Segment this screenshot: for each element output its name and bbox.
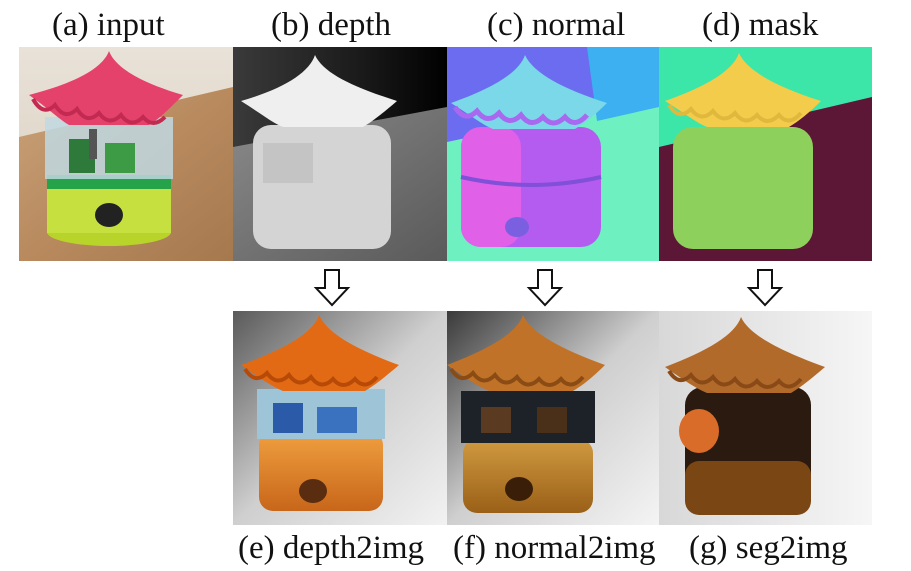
down-arrow-icon [313, 269, 351, 307]
caption-normal2img: (f) normal2img [453, 530, 656, 566]
caption-depth2img: (e) depth2img [238, 530, 425, 566]
down-arrow-icon [526, 269, 564, 307]
caption-input: (a) input [52, 7, 165, 43]
seg2img-image [659, 311, 872, 525]
depth-map [233, 47, 447, 261]
input-image [19, 47, 233, 261]
normal2img-image [447, 311, 659, 525]
normal-map [447, 47, 659, 261]
depth2img-image [233, 311, 447, 525]
down-arrow-icon [746, 269, 784, 307]
caption-depth: (b) depth [271, 7, 392, 43]
mask-map [659, 47, 872, 261]
caption-mask: (d) mask [702, 7, 819, 43]
caption-normal: (c) normal [487, 7, 626, 43]
caption-seg2img: (g) seg2img [689, 530, 848, 566]
